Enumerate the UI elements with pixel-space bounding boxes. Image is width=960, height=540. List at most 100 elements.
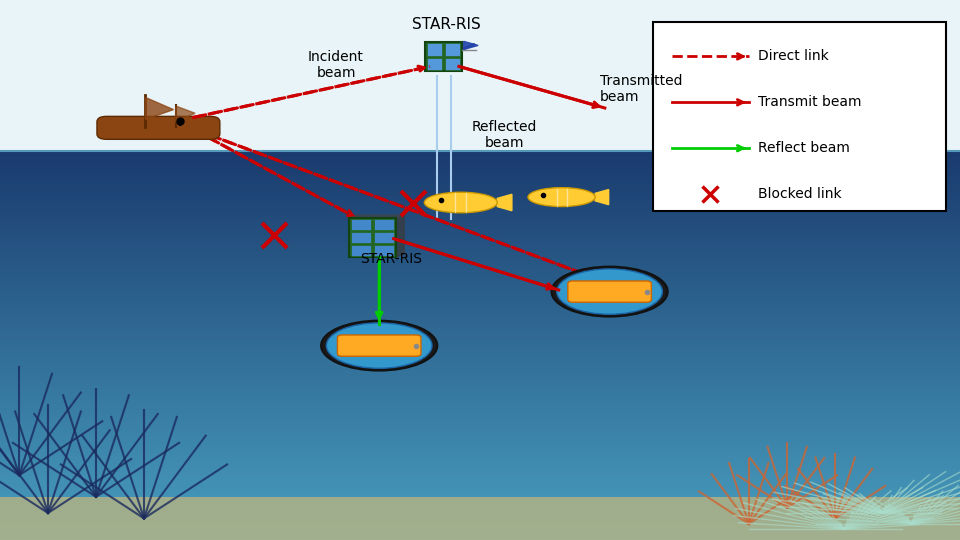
Bar xyxy=(0,439,960,441)
Bar xyxy=(0,213,960,215)
Bar xyxy=(0,266,960,268)
Bar xyxy=(0,155,960,157)
Bar xyxy=(0,151,960,153)
Bar xyxy=(0,278,960,280)
Bar xyxy=(0,258,960,260)
Bar xyxy=(0,309,960,310)
Bar xyxy=(0,338,960,340)
Bar xyxy=(0,363,960,365)
Bar xyxy=(0,421,960,423)
Bar xyxy=(0,445,960,447)
Polygon shape xyxy=(176,106,195,122)
Bar xyxy=(0,528,960,530)
Bar xyxy=(0,377,960,379)
Bar xyxy=(0,270,960,272)
FancyBboxPatch shape xyxy=(653,22,946,211)
Bar xyxy=(0,406,960,408)
Bar xyxy=(0,435,960,437)
FancyArrowPatch shape xyxy=(465,44,474,49)
Bar xyxy=(0,524,960,526)
FancyBboxPatch shape xyxy=(425,42,462,71)
Bar xyxy=(0,342,960,343)
Bar xyxy=(0,384,960,387)
Bar xyxy=(0,274,960,275)
Bar xyxy=(0,408,960,410)
FancyBboxPatch shape xyxy=(348,218,396,257)
Bar xyxy=(0,206,960,207)
Ellipse shape xyxy=(528,188,595,206)
Bar xyxy=(0,534,960,536)
Bar xyxy=(0,456,960,458)
Ellipse shape xyxy=(326,323,432,368)
Bar xyxy=(350,232,371,243)
Polygon shape xyxy=(497,194,512,211)
Bar xyxy=(0,491,960,494)
FancyBboxPatch shape xyxy=(568,281,651,302)
Bar xyxy=(0,392,960,394)
Ellipse shape xyxy=(424,192,497,213)
Bar xyxy=(0,295,960,297)
Bar xyxy=(0,291,960,293)
Bar xyxy=(0,410,960,411)
Bar xyxy=(0,462,960,464)
Bar xyxy=(0,242,960,245)
Text: Transmit beam: Transmit beam xyxy=(758,96,862,109)
Bar xyxy=(0,450,960,453)
Bar xyxy=(0,398,960,400)
Bar xyxy=(350,219,371,230)
Bar xyxy=(0,359,960,361)
Bar xyxy=(0,314,960,316)
Bar xyxy=(0,340,960,342)
Bar xyxy=(0,433,960,435)
Bar xyxy=(0,186,960,188)
Bar xyxy=(0,212,960,213)
Bar xyxy=(445,43,460,56)
Bar xyxy=(0,369,960,371)
Bar xyxy=(0,174,960,177)
Bar xyxy=(0,382,960,384)
Bar xyxy=(0,248,960,251)
Bar xyxy=(0,515,960,517)
Bar xyxy=(0,262,960,264)
Bar xyxy=(0,260,960,262)
Bar xyxy=(0,449,960,450)
Ellipse shape xyxy=(557,269,662,314)
Bar xyxy=(0,239,960,241)
Bar xyxy=(445,58,460,70)
Bar xyxy=(0,474,960,476)
Bar xyxy=(0,423,960,426)
Bar xyxy=(0,178,960,180)
Polygon shape xyxy=(595,190,609,205)
Bar xyxy=(374,245,395,256)
Bar xyxy=(0,316,960,319)
Bar xyxy=(0,400,960,402)
Bar xyxy=(0,161,960,163)
Bar xyxy=(0,245,960,246)
Bar xyxy=(0,204,960,206)
Bar xyxy=(0,330,960,332)
Bar xyxy=(0,324,960,326)
Bar xyxy=(0,319,960,320)
Polygon shape xyxy=(348,215,404,218)
Text: Transmitted
beam: Transmitted beam xyxy=(600,74,683,104)
Bar xyxy=(0,285,960,287)
Bar xyxy=(0,328,960,330)
Bar xyxy=(0,394,960,396)
Bar xyxy=(0,153,960,155)
Bar xyxy=(0,198,960,200)
Bar xyxy=(0,348,960,349)
Bar xyxy=(350,245,371,256)
FancyBboxPatch shape xyxy=(0,0,960,151)
Bar xyxy=(0,460,960,462)
Bar xyxy=(0,183,960,184)
Bar xyxy=(0,221,960,223)
Bar xyxy=(427,58,442,70)
Bar xyxy=(0,485,960,488)
Bar xyxy=(0,427,960,429)
Bar xyxy=(0,349,960,352)
Bar xyxy=(0,202,960,204)
Bar xyxy=(0,223,960,225)
Bar xyxy=(0,480,960,482)
Bar xyxy=(0,494,960,495)
Bar xyxy=(0,275,960,278)
